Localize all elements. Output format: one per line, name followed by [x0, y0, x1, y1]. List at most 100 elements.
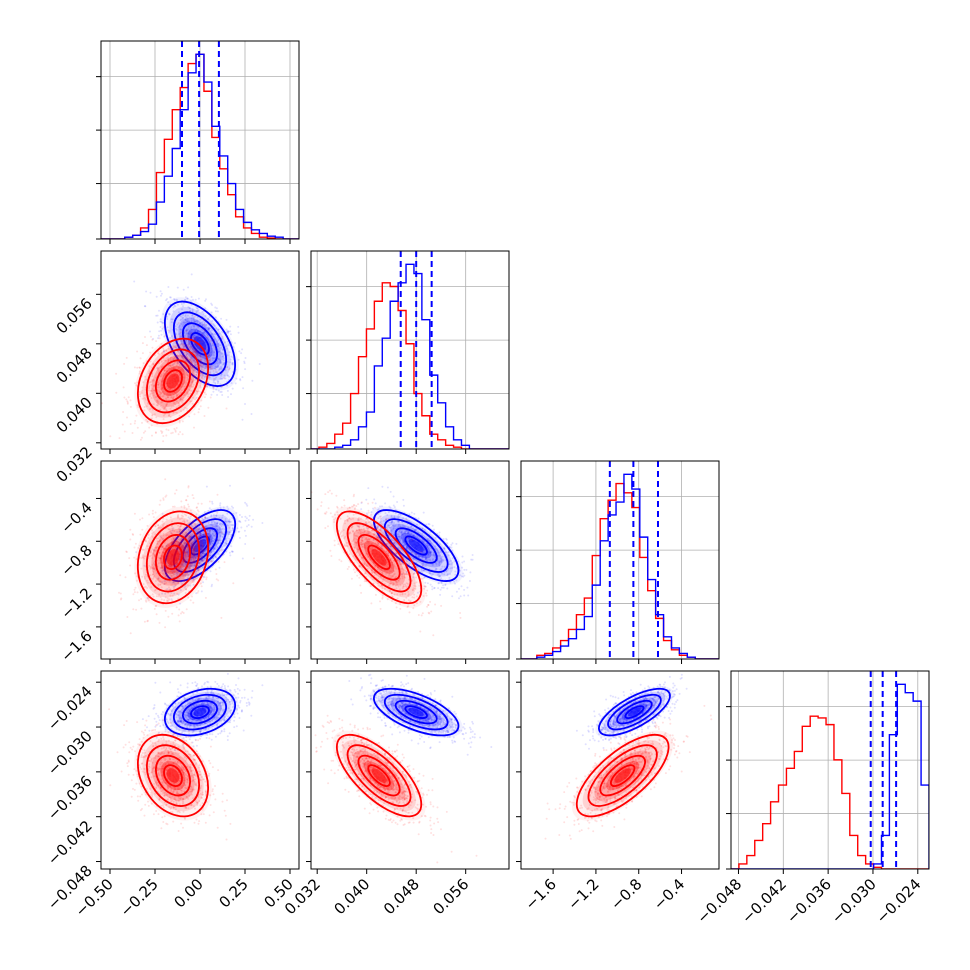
sample-point [171, 356, 174, 359]
sample-point [229, 484, 231, 487]
sample-point [168, 367, 171, 370]
sample-point [232, 346, 235, 349]
sample-point [189, 562, 192, 565]
sample-point [463, 574, 466, 577]
sample-point [149, 351, 152, 354]
sample-point [184, 296, 187, 299]
sample-point [140, 557, 143, 560]
sample-point [184, 559, 187, 562]
sample-point [191, 494, 194, 497]
sample-point [168, 388, 171, 391]
sample-point [118, 437, 121, 440]
sample-point [195, 373, 198, 376]
sample-point [219, 366, 222, 369]
sample-point [210, 354, 213, 357]
sample-point [171, 529, 174, 532]
sample-point [192, 550, 194, 552]
sample-point [228, 520, 230, 523]
sample-point [220, 351, 223, 354]
sample-point [172, 357, 175, 360]
sample-point [172, 366, 175, 369]
sample-point [178, 542, 181, 545]
sample-point [166, 393, 169, 396]
sample-point [446, 587, 449, 590]
sample-point [145, 540, 148, 543]
sample-point [176, 531, 179, 533]
sample-point [190, 565, 193, 568]
sample-point [191, 380, 194, 383]
sample-point [470, 558, 473, 561]
sample-point [209, 540, 212, 543]
sample-point [201, 332, 204, 335]
sample-point [211, 524, 214, 527]
sample-point [202, 548, 205, 551]
sample-point [214, 316, 217, 319]
sample-point [162, 547, 165, 550]
sample-point [216, 545, 219, 548]
sample-point [171, 528, 174, 531]
sample-point [184, 551, 187, 554]
sample-point [166, 597, 169, 600]
sample-point [211, 500, 214, 503]
sample-point [192, 550, 195, 552]
sample-point [136, 591, 139, 594]
sample-point [146, 545, 149, 548]
sample-point [165, 299, 167, 302]
sample-point [221, 356, 224, 359]
sample-point [187, 326, 190, 328]
sample-point [194, 298, 197, 301]
sample-point [374, 502, 377, 505]
sample-point [190, 383, 192, 386]
sample-point [187, 393, 190, 396]
sample-point [162, 572, 164, 575]
sample-point [161, 383, 164, 386]
sample-point [219, 535, 222, 537]
sample-point [214, 522, 217, 525]
sample-point [193, 555, 196, 558]
sample-point [186, 390, 189, 393]
sample-point [171, 571, 174, 574]
sample-point [166, 357, 169, 360]
sample-point [167, 551, 169, 554]
sample-point [173, 391, 176, 394]
sample-point [226, 354, 229, 357]
sample-point [188, 343, 190, 346]
sample-point [151, 380, 154, 383]
sample-point [135, 551, 138, 554]
sample-point [371, 501, 374, 504]
sample-point [193, 359, 196, 362]
sample-point [208, 543, 211, 546]
sample-point [166, 599, 168, 602]
sample-point [229, 531, 232, 534]
sample-point [190, 386, 193, 388]
sample-point [150, 566, 153, 569]
sample-point [144, 577, 146, 580]
sample-point [215, 307, 218, 310]
sample-point [157, 583, 160, 586]
sample-point [214, 555, 217, 558]
sample-point [201, 311, 204, 314]
sample-point [185, 329, 188, 332]
sample-point [183, 321, 185, 324]
sample-point [169, 419, 172, 422]
sample-point [244, 357, 247, 359]
sample-point [220, 365, 223, 368]
sample-point [156, 404, 159, 407]
sample-point [226, 374, 229, 377]
sample-point [179, 525, 182, 527]
sample-point [155, 537, 158, 540]
sample-point [152, 363, 155, 366]
sample-point [228, 533, 231, 536]
sample-point [208, 327, 211, 330]
sample-point [450, 543, 453, 546]
sample-point [187, 576, 190, 579]
sample-point [203, 369, 205, 372]
sample-point [170, 598, 173, 601]
sample-point [185, 352, 188, 355]
sample-point [179, 397, 182, 400]
sample-point [217, 553, 220, 556]
sample-point [182, 408, 185, 411]
sample-point [206, 517, 209, 520]
sample-point [164, 406, 167, 409]
sample-point [219, 377, 222, 380]
